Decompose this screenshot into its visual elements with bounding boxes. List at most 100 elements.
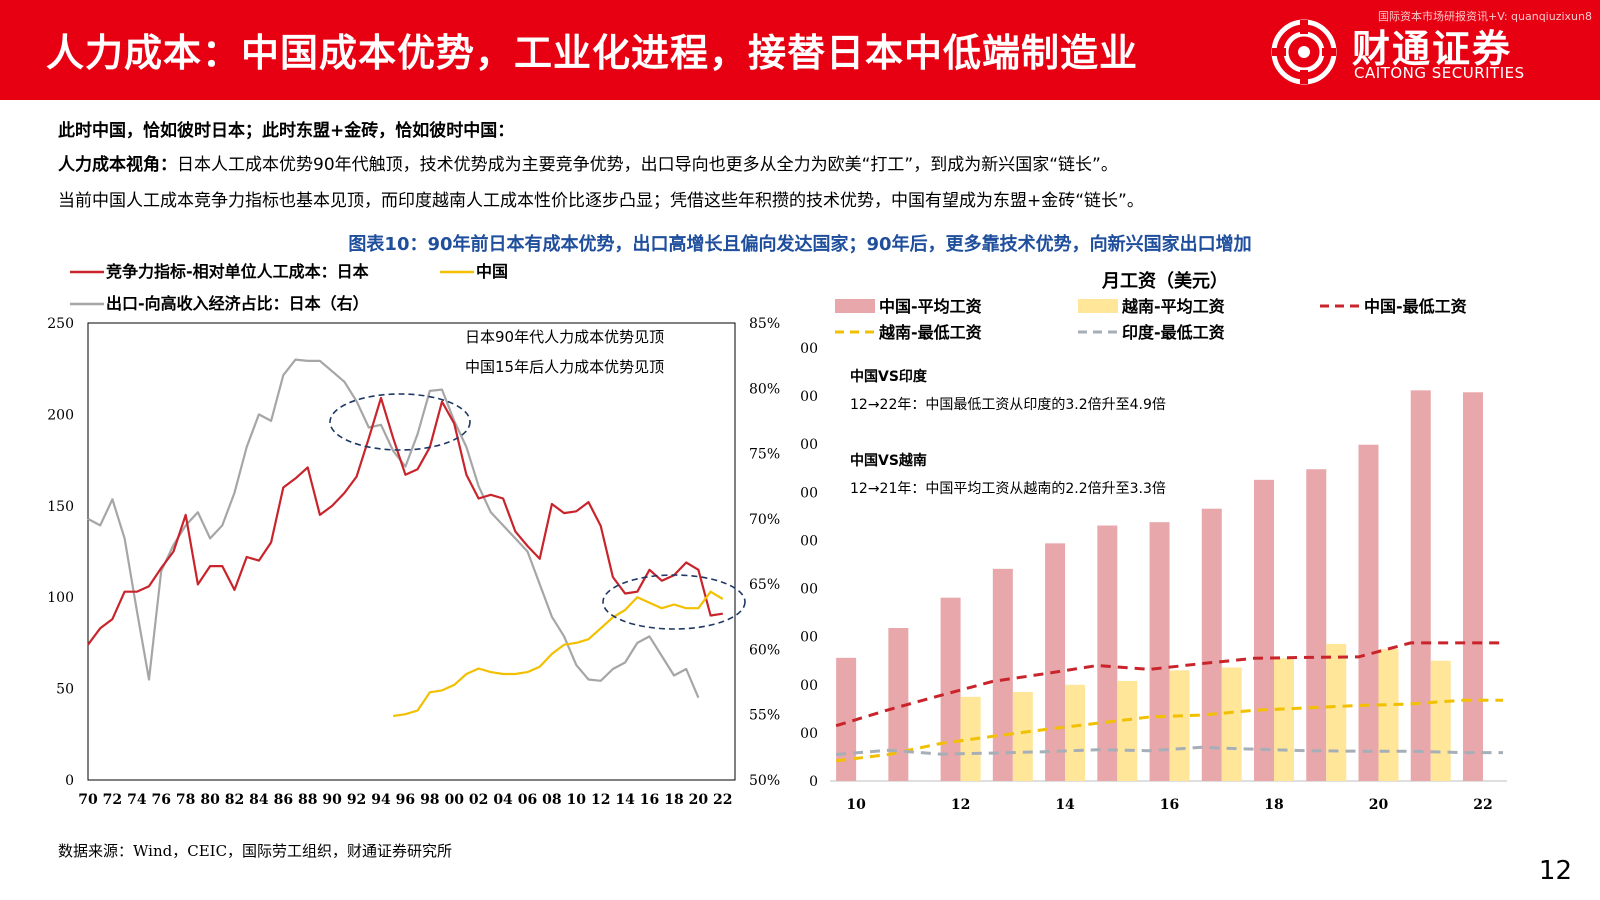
x-tick-label: 90 <box>322 792 342 808</box>
y-left-tick-label: 250 <box>47 316 74 332</box>
bar-vietnam-avg-wage <box>1065 684 1086 781</box>
x-tick-label: 80 <box>200 792 220 808</box>
bar-china-avg-wage <box>1045 543 1066 781</box>
x-tick-label: 12 <box>591 792 610 808</box>
y-right-tick-label: 80% <box>749 381 780 397</box>
x-tick-label: 10 <box>846 797 866 813</box>
y-right-tick-label: 85% <box>749 316 780 332</box>
x-tick-label: 16 <box>1160 797 1179 813</box>
x-tick-label: 12 <box>951 797 970 813</box>
header-bar: 人力成本：中国成本优势，工业化进程，接替日本中低端制造业 国际资本市场研报资讯+… <box>0 0 1600 100</box>
y-tick-label: 900 <box>800 341 818 357</box>
bar-china-avg-wage <box>1254 479 1275 781</box>
x-tick-label: 96 <box>396 792 415 808</box>
bar-china-avg-wage <box>1149 522 1170 781</box>
legend-label: 越南-最低工资 <box>878 323 982 342</box>
y-tick-label: 300 <box>800 630 818 646</box>
bar-vietnam-avg-wage <box>1117 680 1138 781</box>
x-tick-label: 84 <box>249 792 269 808</box>
bar-vietnam-avg-wage <box>1012 691 1033 781</box>
series-line <box>393 590 724 718</box>
x-tick-label: 14 <box>615 792 635 808</box>
x-tick-label: 02 <box>469 792 488 808</box>
x-tick-label: 88 <box>298 792 317 808</box>
intro-line-2-text: 日本人工成本优势90年代触顶，技术优势成为主要竞争优势，出口导向也更多从全力为欧… <box>177 155 1118 175</box>
legend-label: 出口-向高收入经济占比：日本（右） <box>106 294 369 313</box>
x-tick-label: 98 <box>420 792 439 808</box>
x-tick-label: 82 <box>225 792 244 808</box>
x-tick-label: 92 <box>347 792 366 808</box>
y-right-tick-label: 60% <box>749 642 780 658</box>
bar-china-avg-wage <box>1462 392 1483 781</box>
x-tick-label: 20 <box>689 792 709 808</box>
y-tick-label: 800 <box>800 389 818 405</box>
y-left-tick-label: 200 <box>47 407 74 423</box>
y-left-tick-label: 150 <box>47 499 74 515</box>
legend-label: 越南-平均工资 <box>1121 297 1225 316</box>
min-wage-line <box>835 698 1503 763</box>
series-line <box>87 358 700 699</box>
legend-swatch <box>1078 299 1118 313</box>
bar-china-avg-wage <box>1410 390 1431 781</box>
legend-label: 中国 <box>476 262 508 281</box>
bar-china-avg-wage <box>992 568 1013 781</box>
intro-line-2-lead: 人力成本视角： <box>58 155 177 175</box>
monthly-wage-chart: 月工资（美元） 0 100 200 300 400 500 600 700 800 900 10 12 1… <box>800 270 1507 813</box>
x-tick-label: 08 <box>542 792 561 808</box>
bar-vietnam-avg-wage <box>1169 670 1190 781</box>
x-tick-label: 78 <box>176 792 195 808</box>
x-tick-label: 16 <box>640 792 659 808</box>
bar-china-avg-wage <box>888 628 909 781</box>
annotation-heading: 中国VS印度 <box>850 368 928 385</box>
page-number: 12 <box>1538 856 1572 886</box>
x-tick-label: 22 <box>713 792 732 808</box>
x-tick-label: 20 <box>1369 797 1389 813</box>
x-tick-label: 76 <box>152 792 171 808</box>
x-tick-label: 22 <box>1473 797 1492 813</box>
highlight-ellipse-china <box>602 574 746 630</box>
intro-line-2: 人力成本视角：日本人工成本优势90年代触顶，技术优势成为主要竞争优势，出口导向也… <box>58 150 1118 175</box>
x-tick-label: 86 <box>274 792 293 808</box>
y-left-tick-label: 0 <box>65 773 74 789</box>
x-tick-label: 04 <box>493 792 513 808</box>
legend-swatch <box>835 299 875 313</box>
y-left-tick-label: 100 <box>47 590 74 606</box>
x-tick-label: 18 <box>1264 797 1283 813</box>
bar-vietnam-avg-wage <box>1326 643 1347 781</box>
legend-label: 中国-平均工资 <box>879 297 982 316</box>
series-line <box>87 396 723 646</box>
bar-vietnam-avg-wage <box>1274 658 1295 781</box>
bar-china-avg-wage <box>1358 444 1379 781</box>
x-tick-label: 06 <box>518 792 537 808</box>
y-tick-label: 100 <box>800 726 818 742</box>
highlight-ellipse-japan <box>329 393 471 451</box>
y-left-tick-label: 50 <box>56 682 74 698</box>
caitong-logo-icon <box>1271 19 1337 85</box>
bar-china-avg-wage <box>1306 469 1327 781</box>
x-tick-label: 70 <box>78 792 98 808</box>
plot-frame <box>87 322 736 781</box>
x-tick-label: 14 <box>1055 797 1075 813</box>
y-tick-label: 200 <box>800 678 818 694</box>
annotation-text: 中国15年后人力成本优势见顶 <box>465 358 664 376</box>
y-right-tick-label: 65% <box>749 577 780 593</box>
y-right-tick-label: 55% <box>749 708 780 724</box>
bar-china-avg-wage <box>1201 508 1222 781</box>
y-right-tick-label: 50% <box>749 773 780 789</box>
x-tick-label: 10 <box>567 792 587 808</box>
logo-text-cn: 财通证券 <box>1352 27 1513 71</box>
annotation-text: 日本90年代人力成本优势见顶 <box>465 328 664 346</box>
y-tick-label: 700 <box>800 437 818 453</box>
y-right-tick-label: 75% <box>749 447 780 463</box>
page-title: 人力成本：中国成本优势，工业化进程，接替日本中低端制造业 <box>46 31 1139 75</box>
min-wage-line <box>835 641 1503 728</box>
y-right-tick-label: 70% <box>749 512 780 528</box>
bar-vietnam-avg-wage <box>1378 649 1399 781</box>
japan-china-labor-cost-chart: 0 50 100 150 200 250 50% 55% 60% 65% 70% 75% 80% 85% 7… <box>47 262 780 808</box>
bar-vietnam-avg-wage <box>1430 660 1451 781</box>
legend-label: 中国-最低工资 <box>1364 297 1467 316</box>
chart-title: 月工资（美元） <box>1101 270 1228 292</box>
annotation-heading: 中国VS越南 <box>850 452 927 469</box>
bar-china-avg-wage <box>1097 525 1118 781</box>
y-tick-label: 0 <box>809 774 818 790</box>
